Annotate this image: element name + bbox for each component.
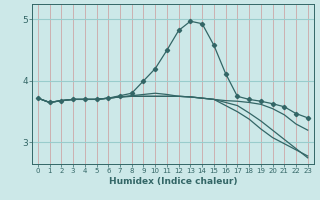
X-axis label: Humidex (Indice chaleur): Humidex (Indice chaleur) [108, 177, 237, 186]
